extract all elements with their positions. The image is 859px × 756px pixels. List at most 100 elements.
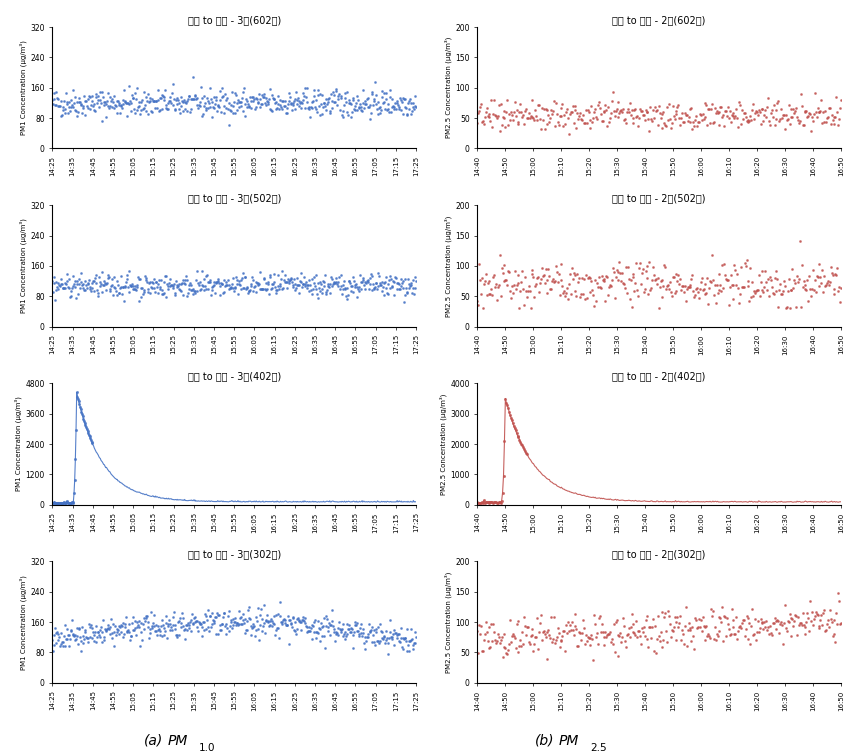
Point bbox=[77, 284, 91, 296]
Point bbox=[115, 620, 129, 632]
Point bbox=[698, 288, 711, 300]
Point bbox=[471, 296, 484, 308]
Point bbox=[716, 635, 730, 647]
Point bbox=[540, 652, 554, 665]
Point bbox=[787, 104, 801, 116]
Point bbox=[673, 273, 687, 285]
Point bbox=[556, 98, 570, 110]
Point bbox=[801, 111, 814, 123]
Point bbox=[660, 625, 673, 637]
Point bbox=[339, 627, 353, 640]
Point bbox=[823, 102, 837, 114]
Point bbox=[749, 285, 763, 297]
Point bbox=[651, 272, 665, 284]
Point bbox=[514, 285, 527, 297]
Point bbox=[157, 276, 171, 288]
Point bbox=[58, 282, 72, 294]
Point bbox=[51, 497, 64, 510]
Point bbox=[272, 632, 286, 644]
Point bbox=[223, 282, 237, 294]
Point bbox=[245, 278, 259, 290]
Point bbox=[734, 99, 747, 111]
Point bbox=[824, 612, 838, 624]
Point bbox=[570, 290, 583, 302]
Point bbox=[161, 283, 175, 295]
Point bbox=[100, 98, 113, 110]
Point bbox=[113, 626, 127, 638]
Point bbox=[50, 86, 64, 98]
Point bbox=[94, 280, 107, 292]
Point bbox=[597, 105, 611, 117]
Point bbox=[343, 619, 356, 631]
Point bbox=[92, 101, 106, 113]
Point bbox=[396, 108, 410, 120]
Point bbox=[657, 611, 671, 623]
Point bbox=[832, 595, 846, 607]
Point bbox=[263, 103, 277, 115]
Point bbox=[667, 611, 681, 623]
Point bbox=[604, 107, 618, 119]
Point bbox=[129, 284, 143, 296]
Point bbox=[483, 275, 497, 287]
Point bbox=[223, 616, 237, 628]
Point bbox=[250, 93, 264, 105]
Point bbox=[90, 98, 104, 110]
Point bbox=[795, 259, 808, 271]
Point bbox=[247, 620, 261, 632]
Point bbox=[351, 284, 365, 296]
Point bbox=[271, 621, 284, 634]
Point bbox=[657, 259, 671, 271]
Point bbox=[494, 98, 508, 110]
Point bbox=[686, 285, 700, 297]
Point bbox=[252, 278, 265, 290]
Point bbox=[819, 625, 832, 637]
Point bbox=[197, 100, 210, 112]
Point bbox=[194, 618, 208, 630]
Point bbox=[179, 274, 192, 286]
Point bbox=[822, 621, 836, 634]
Point bbox=[309, 94, 323, 106]
Point bbox=[389, 271, 403, 284]
Point bbox=[329, 83, 343, 95]
Point bbox=[232, 618, 246, 630]
Point bbox=[187, 285, 201, 297]
Point bbox=[809, 107, 823, 119]
Point bbox=[115, 288, 129, 300]
Point bbox=[303, 111, 317, 123]
Point bbox=[728, 265, 742, 277]
Point bbox=[314, 617, 328, 629]
Point bbox=[504, 106, 518, 118]
Point bbox=[195, 92, 209, 104]
Point bbox=[381, 632, 394, 644]
Point bbox=[648, 274, 661, 286]
Point bbox=[557, 285, 571, 297]
Point bbox=[182, 280, 196, 292]
Point bbox=[167, 79, 180, 91]
Point bbox=[826, 118, 840, 130]
Point bbox=[352, 631, 366, 643]
Point bbox=[89, 269, 103, 281]
Point bbox=[654, 626, 667, 638]
Point bbox=[176, 612, 190, 624]
Point bbox=[732, 96, 746, 108]
Point bbox=[393, 94, 407, 106]
Point bbox=[825, 616, 838, 628]
Point bbox=[58, 107, 72, 119]
Point bbox=[371, 108, 385, 120]
Point bbox=[570, 107, 584, 119]
Point bbox=[91, 290, 105, 302]
Point bbox=[538, 628, 551, 640]
Point bbox=[112, 287, 125, 299]
Point bbox=[69, 454, 82, 466]
Point bbox=[198, 280, 212, 292]
Point bbox=[356, 105, 369, 117]
Point bbox=[63, 497, 76, 509]
Point bbox=[271, 101, 284, 113]
Point bbox=[766, 110, 780, 122]
Point bbox=[693, 107, 707, 119]
Point bbox=[312, 283, 326, 295]
Point bbox=[829, 636, 843, 648]
Point bbox=[298, 617, 312, 629]
Point bbox=[509, 283, 522, 295]
Point bbox=[404, 623, 417, 635]
